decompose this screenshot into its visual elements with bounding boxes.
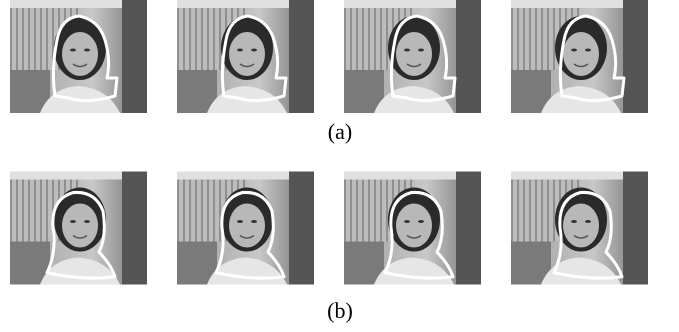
photo	[344, 172, 481, 285]
image-row	[10, 172, 648, 285]
photo-image	[344, 172, 481, 285]
photo	[10, 172, 147, 285]
caption: (b)	[327, 298, 353, 323]
photo	[511, 172, 648, 285]
photo	[177, 172, 314, 285]
photo	[10, 0, 147, 113]
photo-image	[511, 172, 648, 285]
photo-image	[10, 172, 147, 285]
figure: (a) (b)	[0, 0, 679, 332]
photo-image	[177, 172, 314, 285]
photo	[344, 0, 481, 113]
photo	[177, 0, 314, 113]
photo	[511, 0, 648, 113]
caption: (a)	[328, 119, 352, 144]
figure-canvas: (a) (b)	[0, 0, 679, 332]
image-row	[10, 0, 648, 113]
